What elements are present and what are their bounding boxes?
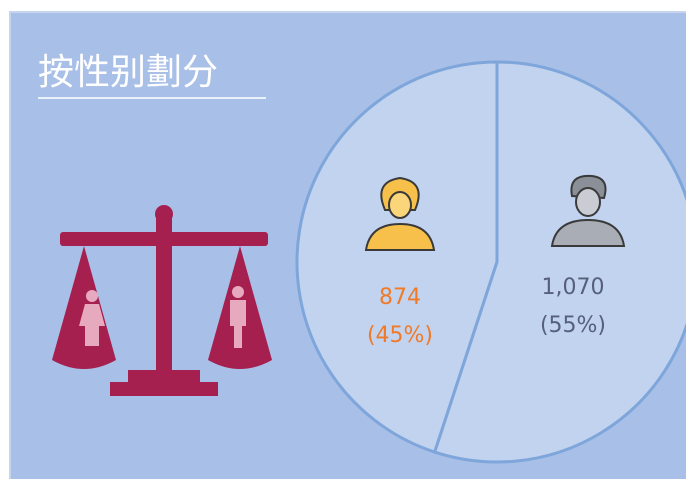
pie-slice bbox=[432, 60, 686, 464]
value-label: 1,070 bbox=[542, 275, 605, 300]
pie-slice bbox=[295, 60, 499, 454]
title: 按性别劃分 bbox=[38, 52, 218, 93]
pie bbox=[295, 60, 686, 464]
percent-label: (55%) bbox=[540, 313, 606, 338]
scale-icon bbox=[52, 205, 272, 396]
percent-label: (45%) bbox=[367, 323, 433, 348]
male-icon bbox=[550, 174, 626, 247]
value-label: 874 bbox=[379, 285, 421, 310]
female-icon bbox=[364, 176, 436, 251]
